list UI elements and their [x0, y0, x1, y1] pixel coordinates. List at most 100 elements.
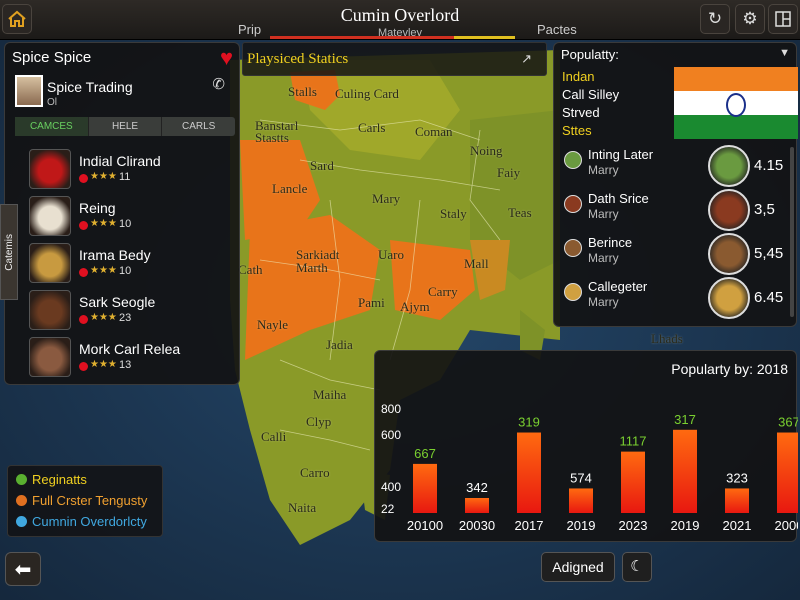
population-item[interactable]: Berince Marry 5,45: [562, 233, 794, 277]
legend-item: Reginatts: [16, 472, 87, 487]
y-tick-label: 22: [381, 502, 395, 516]
chakra-icon: [726, 93, 746, 117]
spice-count: 23: [119, 312, 132, 324]
tab-right[interactable]: Pactes: [537, 22, 577, 37]
spice-thumbnail: [708, 189, 750, 231]
layout-button[interactable]: [768, 4, 798, 34]
chart-bar[interactable]: [517, 432, 541, 513]
population-line: Strved: [562, 105, 600, 120]
map-label: Sard: [310, 158, 334, 173]
map-label: Calli: [261, 429, 287, 444]
chart-bar[interactable]: [725, 488, 749, 513]
region-orange[interactable]: [390, 240, 475, 320]
map-label: Carro: [300, 465, 330, 480]
legend-dot: [16, 495, 27, 506]
map-label: Maiha: [313, 387, 347, 402]
list-item[interactable]: Sark Seogle ★★★ 23: [29, 288, 239, 333]
region-orange[interactable]: [290, 70, 340, 110]
bar-value-label: 319: [518, 415, 540, 430]
spice-name: Mork Carl Relea: [79, 341, 181, 357]
star-rating: ★★★: [90, 265, 117, 276]
phone-icon[interactable]: ✆: [212, 76, 225, 93]
spice-name: Indial Clirand: [79, 153, 161, 169]
star-rating: ★★★: [90, 312, 117, 323]
expand-icon[interactable]: ↗: [521, 51, 532, 66]
bar-value-label: 367: [778, 415, 798, 430]
item-name: Dath Srice: [588, 191, 649, 206]
x-tick-label: 20100: [407, 518, 443, 533]
home-button[interactable]: [2, 4, 32, 34]
region-icon: [564, 151, 582, 169]
population-item[interactable]: Inting Later Marry 4.15: [562, 145, 794, 189]
map-label: Lhads: [651, 331, 683, 346]
y-tick-label: 600: [381, 428, 401, 442]
list-item[interactable]: Mork Carl Relea ★★★ 13: [29, 335, 239, 380]
legend-dot: [16, 516, 27, 527]
status-dot: [79, 174, 88, 183]
adjust-button[interactable]: Adigned: [541, 552, 615, 582]
map-label: Uaro: [378, 247, 404, 262]
side-tab-categories[interactable]: Catemis: [0, 204, 18, 300]
bar-value-label: 1117: [620, 434, 647, 449]
top-bar: Prip Cumin Overlord Matevley Pactes ↻ ⚙: [0, 0, 800, 40]
map-label: Noing: [470, 143, 503, 158]
trader-row[interactable]: Spice Trading Ol ✆: [15, 75, 235, 115]
item-sub: Marry: [588, 207, 619, 221]
map-label: Faiy: [497, 165, 521, 180]
chart-bar[interactable]: [673, 429, 697, 513]
item-sub: Marry: [588, 163, 619, 177]
x-tick-label: 2019: [671, 518, 700, 533]
status-dot: [79, 268, 88, 277]
status-dot: [79, 362, 88, 371]
stats-title: Playsiced Statics: [247, 51, 349, 67]
item-value: 4.15: [754, 157, 784, 174]
population-panel: Populatty: ▼ Indan Call Silley Strved Sttes…: [553, 42, 798, 327]
chevron-down-icon[interactable]: ▼: [779, 47, 790, 59]
item-value: 6.45: [754, 289, 784, 306]
chart-bar[interactable]: [621, 451, 645, 513]
legend: Reginatts Full Crster Tengusty Cumnin Over…: [7, 465, 163, 537]
spice-thumbnail: [708, 145, 750, 187]
population-item[interactable]: Dath Srice Marry 3,5: [562, 189, 794, 233]
map-label: Lancle: [272, 181, 308, 196]
spice-thumbnail: [29, 337, 71, 377]
tab-carls[interactable]: CARLS: [182, 121, 216, 132]
tab-camces[interactable]: CAMCES: [15, 117, 89, 136]
spice-thumbnail: [29, 290, 71, 330]
chart-bar[interactable]: [413, 463, 437, 513]
list-item[interactable]: Reing ★★★ 10: [29, 194, 239, 239]
bar-value-label: 317: [674, 412, 696, 427]
moon-button[interactable]: ☾: [622, 552, 652, 582]
spice-name: Sark Seogle: [79, 294, 156, 310]
chart-title: Popularty by: 2018: [671, 361, 788, 377]
settings-button[interactable]: ⚙: [735, 4, 765, 34]
chart-bar[interactable]: [569, 488, 593, 513]
chart-bar[interactable]: [777, 432, 798, 513]
map-label: Mary: [372, 191, 401, 206]
avatar: [15, 75, 43, 107]
list-item[interactable]: Indial Clirand ★★★ 11: [29, 147, 239, 192]
moon-icon: ☾: [630, 558, 644, 575]
trader-sub: Ol: [47, 97, 57, 108]
tab-hele[interactable]: HELE: [89, 117, 163, 136]
map-label: Ajym: [400, 299, 430, 314]
chart-canvas: 800 600 400 22 667 20100 342 20030 319 2017 574 201…: [381, 402, 798, 533]
popularity-chart: Popularty by: 2018 800 600 400 22 667 20100 34…: [374, 350, 798, 542]
refresh-button[interactable]: ↻: [700, 4, 730, 34]
list-item[interactable]: Irama Bedy ★★★ 10: [29, 241, 239, 286]
spice-panel: Spice Spice ♥ Spice Trading Ol ✆ CAMCES …: [4, 42, 240, 385]
back-button[interactable]: ⬅: [5, 552, 41, 586]
tab-left[interactable]: Prip: [238, 22, 262, 37]
map-label: Naita: [288, 500, 317, 515]
heart-icon[interactable]: ♥: [219, 45, 233, 70]
chart-bar[interactable]: [465, 497, 489, 513]
region-orange[interactable]: [245, 215, 380, 360]
scrollbar[interactable]: [790, 147, 794, 317]
spice-count: 10: [119, 265, 132, 277]
india-flag: [674, 67, 798, 139]
spice-thumbnail: [29, 149, 71, 189]
status-dot: [79, 315, 88, 324]
population-item[interactable]: Callegeter Marry 6.45: [562, 277, 794, 321]
map-label: Stalls: [288, 84, 317, 99]
region-orange[interactable]: [240, 140, 320, 240]
